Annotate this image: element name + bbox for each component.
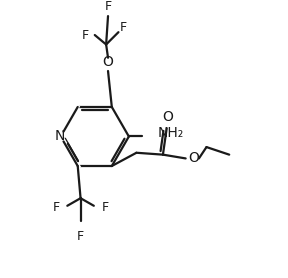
Text: O: O <box>189 152 200 165</box>
Text: O: O <box>162 110 173 124</box>
Text: F: F <box>105 0 111 13</box>
Text: F: F <box>82 29 89 41</box>
Text: F: F <box>120 21 127 34</box>
Text: NH₂: NH₂ <box>157 126 183 140</box>
Text: F: F <box>52 201 60 214</box>
Text: F: F <box>77 230 84 243</box>
Text: O: O <box>103 54 113 69</box>
Text: N: N <box>54 130 65 143</box>
Text: F: F <box>102 201 109 214</box>
